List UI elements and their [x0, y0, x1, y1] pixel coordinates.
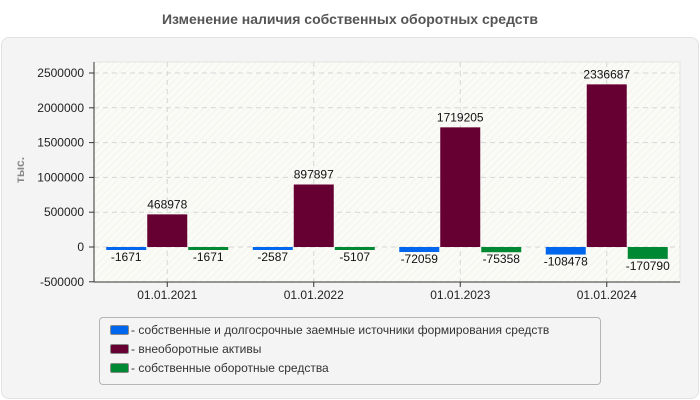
data-label: -2587 [257, 250, 288, 264]
y-tick-label: 500000 [44, 205, 84, 219]
data-label: -72059 [401, 252, 439, 266]
y-tick-label: -500000 [40, 275, 84, 289]
bar[interactable] [627, 247, 668, 259]
legend-label: - собственные и долгосрочные заемные ист… [131, 323, 550, 337]
bar[interactable] [399, 247, 440, 253]
plot-background [93, 61, 681, 283]
x-tick-label: 01.01.2021 [137, 288, 197, 302]
bar[interactable] [334, 247, 375, 250]
legend-item-working-capital: - собственные оборотные средства [110, 361, 329, 375]
legend-swatch-blue [110, 325, 129, 335]
x-tick-label: 01.01.2023 [430, 288, 490, 302]
y-tick-label: 2500000 [37, 66, 84, 80]
plot-area: 2500000 2000000 1500000 1000000 500000 0 -5000… [13, 61, 681, 302]
data-label: -75358 [483, 252, 521, 266]
data-label: -5107 [339, 250, 370, 264]
data-label: 897897 [294, 168, 334, 182]
data-label: 2336687 [583, 67, 630, 81]
legend-item-noncurrent-assets: - внеоборотные активы [110, 342, 261, 356]
y-tick-label: 0 [77, 240, 84, 254]
data-label: 468978 [147, 197, 187, 211]
bar[interactable] [440, 127, 481, 247]
y-tick-label: 1500000 [37, 136, 84, 150]
legend-swatch-green [110, 363, 129, 373]
y-axis-label: тыс. [13, 157, 27, 183]
legend-swatch-maroon [110, 344, 129, 354]
data-label: -108478 [544, 255, 588, 269]
y-tick-label: 2000000 [37, 101, 84, 115]
legend: - собственные и долгосрочные заемные ист… [99, 317, 601, 385]
data-label: -1671 [193, 250, 224, 264]
bar[interactable] [147, 214, 188, 247]
data-label: -1671 [111, 250, 142, 264]
bar[interactable] [188, 247, 229, 250]
y-tick-label: 1000000 [37, 170, 84, 184]
bar[interactable] [293, 184, 334, 247]
x-tick-label: 01.01.2022 [284, 288, 344, 302]
legend-item-sources: - собственные и долгосрочные заемные ист… [110, 323, 549, 337]
bar[interactable] [252, 247, 293, 250]
bar[interactable] [481, 247, 522, 253]
chart-title: Изменение наличия собственных оборотных … [161, 11, 539, 27]
data-label: 1719205 [437, 110, 484, 124]
bar[interactable] [545, 247, 586, 255]
x-tick-label: 01.01.2024 [577, 288, 637, 302]
bar[interactable] [586, 84, 627, 248]
data-label: -170790 [626, 259, 670, 273]
legend-label: - внеоборотные активы [131, 342, 262, 356]
bar[interactable] [106, 247, 147, 250]
legend-label: - собственные оборотные средства [131, 361, 329, 375]
